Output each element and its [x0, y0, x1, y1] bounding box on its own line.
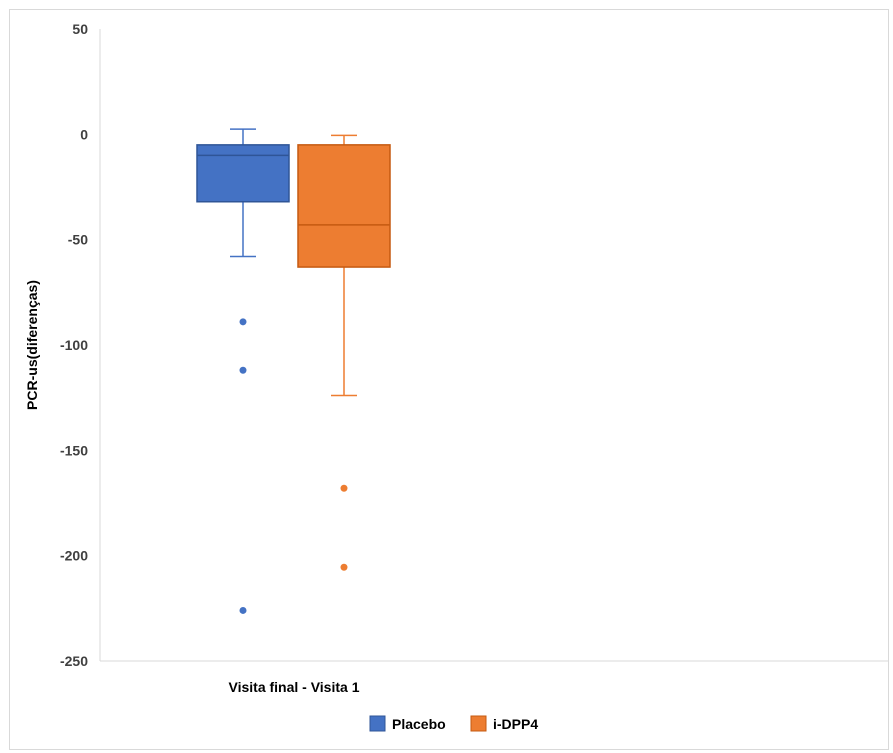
outlier-point: [340, 563, 348, 571]
y-tick-label: 0: [80, 126, 88, 142]
y-tick-label: -250: [60, 653, 88, 669]
box-i-dpp4: [297, 134, 391, 571]
y-axis-title: PCR-us(diferenças): [24, 280, 40, 410]
y-axis-ticks: 50 0 -50 -100 -150 -200 -250: [60, 21, 88, 669]
x-category-label: Visita final - Visita 1: [229, 679, 360, 695]
legend-swatch: [470, 715, 487, 732]
y-tick-label: -50: [68, 232, 88, 248]
outlier-point: [239, 606, 247, 614]
legend-label: i-DPP4: [493, 716, 538, 732]
outlier-point: [340, 484, 348, 492]
y-tick-label: 50: [72, 21, 88, 37]
category-labels: Visita final - Visita 1: [229, 679, 360, 695]
box-placebo: [196, 128, 290, 614]
y-tick-label: -200: [60, 548, 88, 564]
y-tick-label: -150: [60, 442, 88, 458]
box-series: [196, 128, 391, 614]
legend: Placebo i-DPP4: [369, 715, 538, 732]
legend-swatch: [369, 715, 386, 732]
outlier-point: [239, 318, 247, 326]
outlier-point: [239, 366, 247, 374]
box-iqr: [297, 144, 391, 268]
legend-label: Placebo: [392, 716, 446, 732]
chart-frame: [9, 9, 889, 750]
y-tick-label: -100: [60, 337, 88, 353]
box-iqr: [196, 144, 290, 203]
